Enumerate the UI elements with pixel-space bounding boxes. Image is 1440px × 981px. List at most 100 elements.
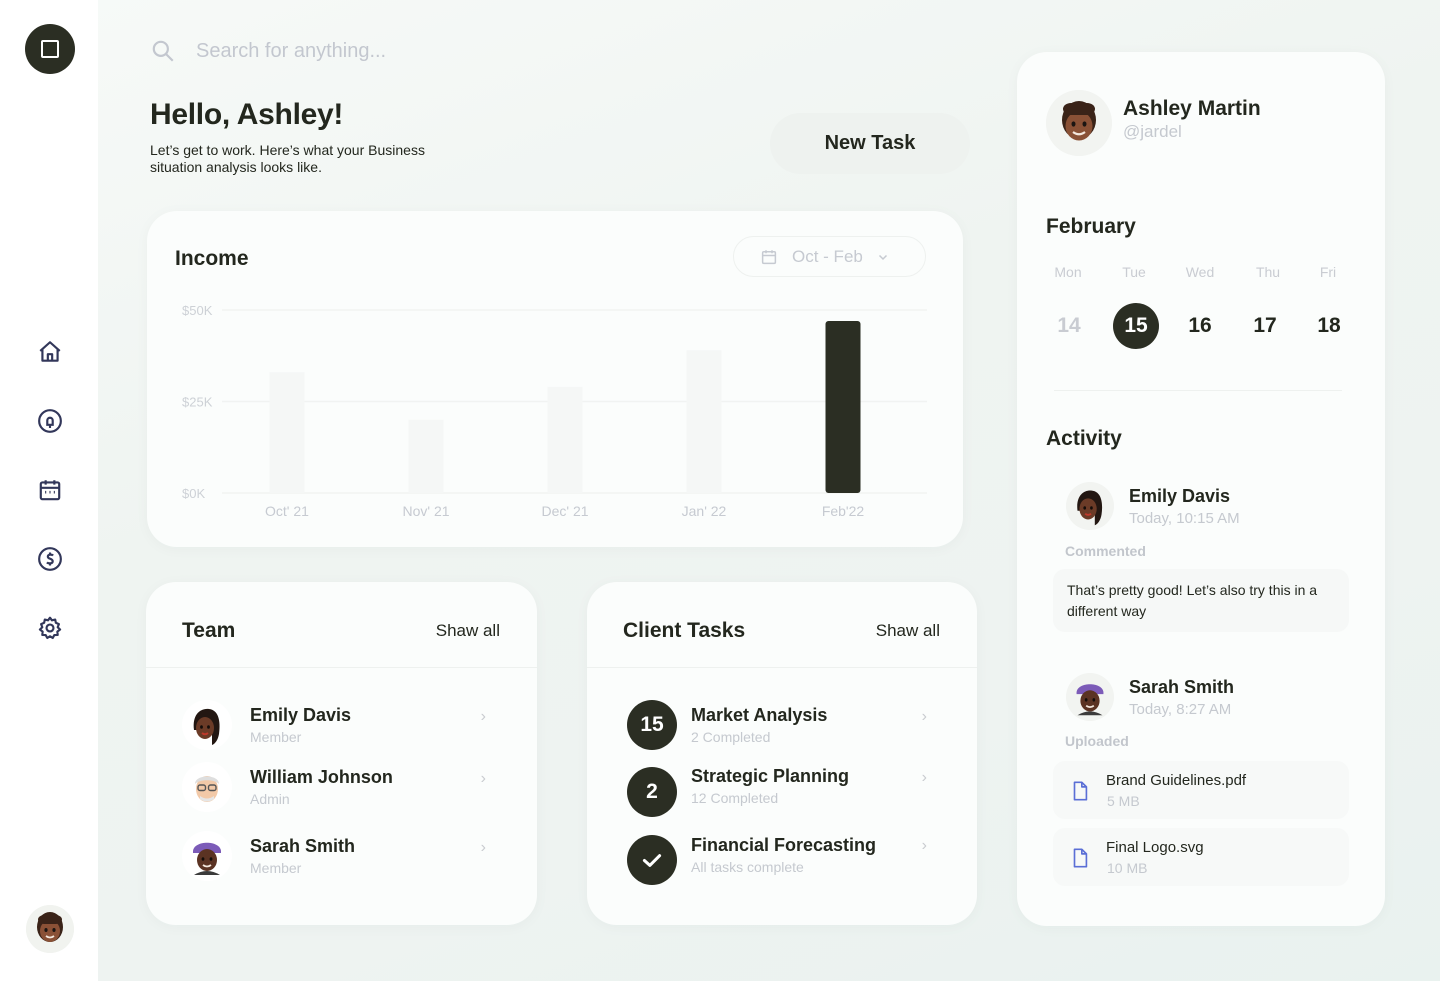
task-name: Market Analysis (691, 705, 828, 725)
sidebar (0, 0, 98, 981)
search-input[interactable] (196, 39, 616, 63)
divider (587, 667, 977, 668)
calendar-icon[interactable] (37, 477, 63, 503)
client-tasks-card: Client Tasks Shaw all 15 Market Analysis… (587, 582, 977, 925)
x-tick-label: Nov' 21 (402, 503, 449, 519)
calendar-day-selected[interactable]: 15 (1113, 303, 1159, 349)
y-tick-label: $0K (182, 486, 205, 501)
activity-time: Today, 8:27 AM (1129, 701, 1232, 718)
file-name: Brand Guidelines.pdf (1106, 772, 1247, 789)
emily-avatar (182, 700, 232, 750)
file-size: 5 MB (1107, 793, 1140, 809)
task-count-badge: 2 (627, 767, 677, 817)
bar (825, 320, 861, 493)
chevron-down-icon (878, 254, 887, 260)
file-item[interactable]: Brand Guidelines.pdf 5 MB (1053, 761, 1349, 819)
weekday-label: Wed (1185, 264, 1215, 280)
page-title: Hello, Ashley! (150, 98, 344, 131)
file-size: 10 MB (1107, 860, 1148, 876)
weekday-label: Fri (1319, 264, 1337, 280)
bar (408, 419, 444, 493)
calendar-day[interactable]: 18 (1317, 314, 1341, 337)
team-title: Team (182, 619, 236, 642)
calendar-icon (761, 249, 777, 264)
x-tick-label: Jan' 22 (682, 503, 727, 519)
client-tasks-title: Client Tasks (623, 619, 746, 642)
square-icon (41, 40, 59, 58)
date-range-select[interactable]: Oct - Feb (733, 236, 926, 277)
team-member-row[interactable]: William Johnson Admin › (182, 762, 502, 818)
bar (686, 350, 722, 493)
chevron-right-icon: › (480, 770, 486, 787)
income-chart: $0K $25K $50K Oct' 21 Nov' 21 Dec' 21 Jan' 22 F… (182, 303, 927, 519)
profile-handle: @jardel (1123, 122, 1182, 141)
calendar-day[interactable]: 17 (1253, 314, 1277, 337)
tasks-show-all-link[interactable]: Shaw all (875, 621, 940, 640)
income-title: Income (175, 247, 249, 270)
x-tick-label: Dec' 21 (541, 503, 588, 519)
task-row[interactable]: Financial Forecasting All tasks complete… (623, 835, 943, 891)
profile-name: Ashley Martin (1123, 97, 1261, 120)
check-icon (642, 854, 662, 867)
activity-comment: That’s pretty good! Let’s also try this … (1053, 569, 1349, 632)
task-row[interactable]: 2 Strategic Planning 12 Completed › (623, 766, 943, 823)
activity-user-name: Sarah Smith (1129, 677, 1235, 697)
file-icon (1073, 848, 1088, 868)
task-name: Financial Forecasting (691, 835, 877, 855)
bar (269, 372, 305, 493)
member-name: William Johnson (250, 767, 393, 787)
member-role: Member (250, 729, 302, 745)
activity-kind: Commented (1065, 543, 1146, 559)
team-member-row[interactable]: Emily Davis Member › (182, 700, 502, 756)
y-tick-label: $50K (182, 303, 213, 318)
app-logo[interactable] (25, 24, 75, 74)
member-name: Emily Davis (250, 705, 352, 725)
task-complete-badge (627, 835, 677, 885)
chevron-right-icon: › (921, 708, 927, 725)
task-row[interactable]: 15 Market Analysis 2 Completed › (623, 700, 943, 756)
team-member-row[interactable]: Sarah Smith Member › (182, 831, 502, 887)
member-role: Member (250, 860, 302, 876)
x-tick-label: Oct' 21 (265, 503, 309, 519)
weekday-label: Thu (1255, 264, 1281, 280)
search-icon (152, 40, 174, 62)
task-status: All tasks complete (691, 859, 804, 875)
chevron-right-icon: › (480, 839, 486, 856)
file-item[interactable]: Final Logo.svg 10 MB (1053, 828, 1349, 886)
file-name: Final Logo.svg (1106, 839, 1204, 856)
page-subtitle: Let’s get to work. Here’s what your Busi… (150, 142, 425, 175)
weekday-label: Mon (1054, 264, 1082, 280)
dollar-icon[interactable] (37, 546, 63, 572)
right-panel: Ashley Martin @jardel February Mon Tue W… (1017, 52, 1385, 926)
divider (1054, 390, 1342, 391)
settings-icon[interactable] (37, 615, 63, 641)
activity-kind: Uploaded (1065, 733, 1129, 749)
chevron-right-icon: › (921, 769, 927, 786)
calendar-month: February (1046, 215, 1136, 238)
income-card: Income Oct - Feb $0K $25K $50K Oct' 21 Nov' … (147, 211, 963, 547)
member-name: Sarah Smith (250, 836, 356, 856)
activity-user-name: Emily Davis (1129, 486, 1231, 506)
task-status: 2 Completed (691, 729, 771, 745)
chevron-right-icon: › (480, 708, 486, 725)
calendar-day[interactable]: 14 (1057, 314, 1081, 337)
calendar-day[interactable]: 16 (1188, 314, 1212, 337)
file-icon (1073, 781, 1088, 801)
william-avatar (182, 762, 232, 812)
team-show-all-link[interactable]: Shaw all (435, 621, 500, 640)
divider (146, 667, 537, 668)
search-bar (150, 34, 650, 68)
member-role: Admin (250, 791, 290, 807)
sarah-avatar (182, 831, 232, 881)
new-task-button[interactable]: New Task (770, 113, 970, 174)
notification-icon[interactable] (37, 408, 63, 434)
profile-avatar[interactable] (1046, 90, 1112, 156)
task-count-badge: 15 (627, 700, 677, 750)
task-name: Strategic Planning (691, 766, 850, 786)
bar (547, 386, 583, 493)
date-range-label: Oct - Feb (792, 246, 863, 266)
activity-time: Today, 10:15 AM (1129, 510, 1240, 527)
home-icon[interactable] (37, 339, 63, 365)
user-avatar[interactable] (26, 905, 74, 953)
team-card: Team Shaw all Emily Davis Member › Willi… (146, 582, 537, 925)
